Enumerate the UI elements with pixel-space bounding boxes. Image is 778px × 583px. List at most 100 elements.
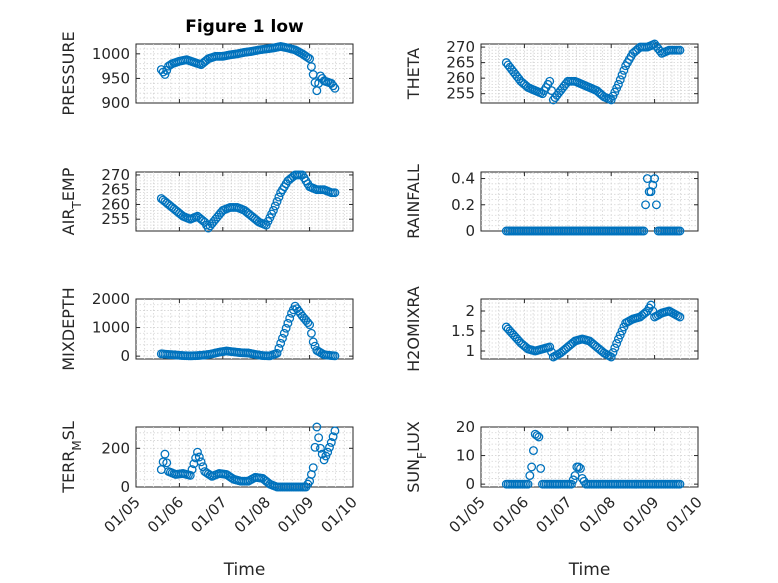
data-point [194,452,204,462]
data-point [308,463,318,473]
y-tick-label: 2000 [92,290,130,308]
data-point [330,83,340,93]
y-tick-label: 1.5 [451,322,475,340]
data-series [501,174,685,236]
data-point [328,432,338,442]
data-point [615,330,625,340]
data-point [306,62,316,72]
data-point [613,79,623,89]
data-point [187,465,197,475]
data-point [675,479,685,489]
data-point [536,463,546,473]
data-point [528,446,538,456]
data-point [160,449,170,459]
y-tick-label: 0 [120,478,130,496]
data-point [314,433,324,443]
y-tick-label: 0 [465,475,475,493]
data-point [650,174,660,184]
data-point [606,352,616,362]
y-tick-label: 20 [456,418,475,436]
x-tick-label: 01/07 [532,493,575,536]
subplot-6: 1 1.5 2 H2OMIXRA [404,286,699,372]
data-point [162,458,172,468]
data-point [608,348,618,357]
data-point [325,442,334,452]
data-point [270,201,280,211]
data-point [272,348,282,358]
x-tick-label: 01/10 [663,493,706,536]
data-point [274,343,284,353]
data-point [274,192,284,202]
data-point [185,470,195,480]
y-tick-label: 0 [120,347,130,365]
data-point [534,432,544,442]
x-tick-label: 01/10 [318,493,361,536]
data-point [193,447,202,457]
y-tick-label: 260 [446,69,475,87]
x-tick-label: 01/05 [446,493,489,536]
y-tick-label: 265 [101,181,130,199]
data-point [646,300,656,310]
chart-title: Figure 1 low [185,17,304,37]
y-tick-label: 10 [456,447,475,465]
y-tick-label: 255 [446,85,475,103]
y-tick-label: 265 [446,54,475,72]
data-point [330,426,340,436]
data-point [570,471,580,481]
x-axis-label: Time [223,560,266,580]
data-series [156,170,340,233]
data-point [316,443,325,453]
x-axis-label: Time [568,560,611,580]
data-point [272,197,282,206]
data-point [283,318,293,328]
y-tick-label: 1000 [92,319,130,337]
axes-box [480,171,699,232]
y-axis-label: RAINFALL [404,164,423,239]
data-series [501,39,685,105]
y-tick-label: 0.2 [451,196,475,214]
data-point [268,205,278,215]
data-point [328,81,338,91]
data-point [566,479,576,489]
data-series [501,300,685,362]
data-point [576,463,585,473]
data-series [501,429,685,489]
data-point [610,343,620,353]
data-point [612,339,622,348]
data-point [523,479,533,489]
data-point [306,328,316,338]
data-point [639,226,649,236]
data-point [651,200,661,210]
y-axis-label: PRESSURE [59,31,78,115]
y-tick-label: 900 [101,94,130,112]
data-point [281,323,291,333]
x-tick-label: 01/07 [187,493,230,536]
y-axis-label: THETA [404,48,423,100]
y-axis-label: SUNFLUX [404,421,429,493]
data-point [305,54,315,64]
y-axis-label: AIRTEMP [59,167,84,235]
data-point [545,76,555,86]
data-series [156,422,340,492]
data-point [323,447,333,457]
data-point [308,337,318,347]
y-tick-label: 950 [101,69,130,87]
data-point [527,462,537,472]
data-point [613,334,623,344]
data-point [646,187,656,197]
subplot-4: 0 0.2 0.4 RAINFALL [404,164,699,240]
y-tick-label: 0 [465,222,475,240]
data-point [330,188,340,198]
x-tick-label: 01/08 [231,493,274,536]
data-point [310,78,320,88]
data-point [160,70,170,79]
y-tick-label: 1000 [92,45,130,63]
data-point [196,457,206,467]
data-point [303,53,313,62]
y-axis-label: MIXDEPTH [59,287,78,370]
data-point [675,45,685,55]
y-tick-label: 0.4 [451,170,475,188]
